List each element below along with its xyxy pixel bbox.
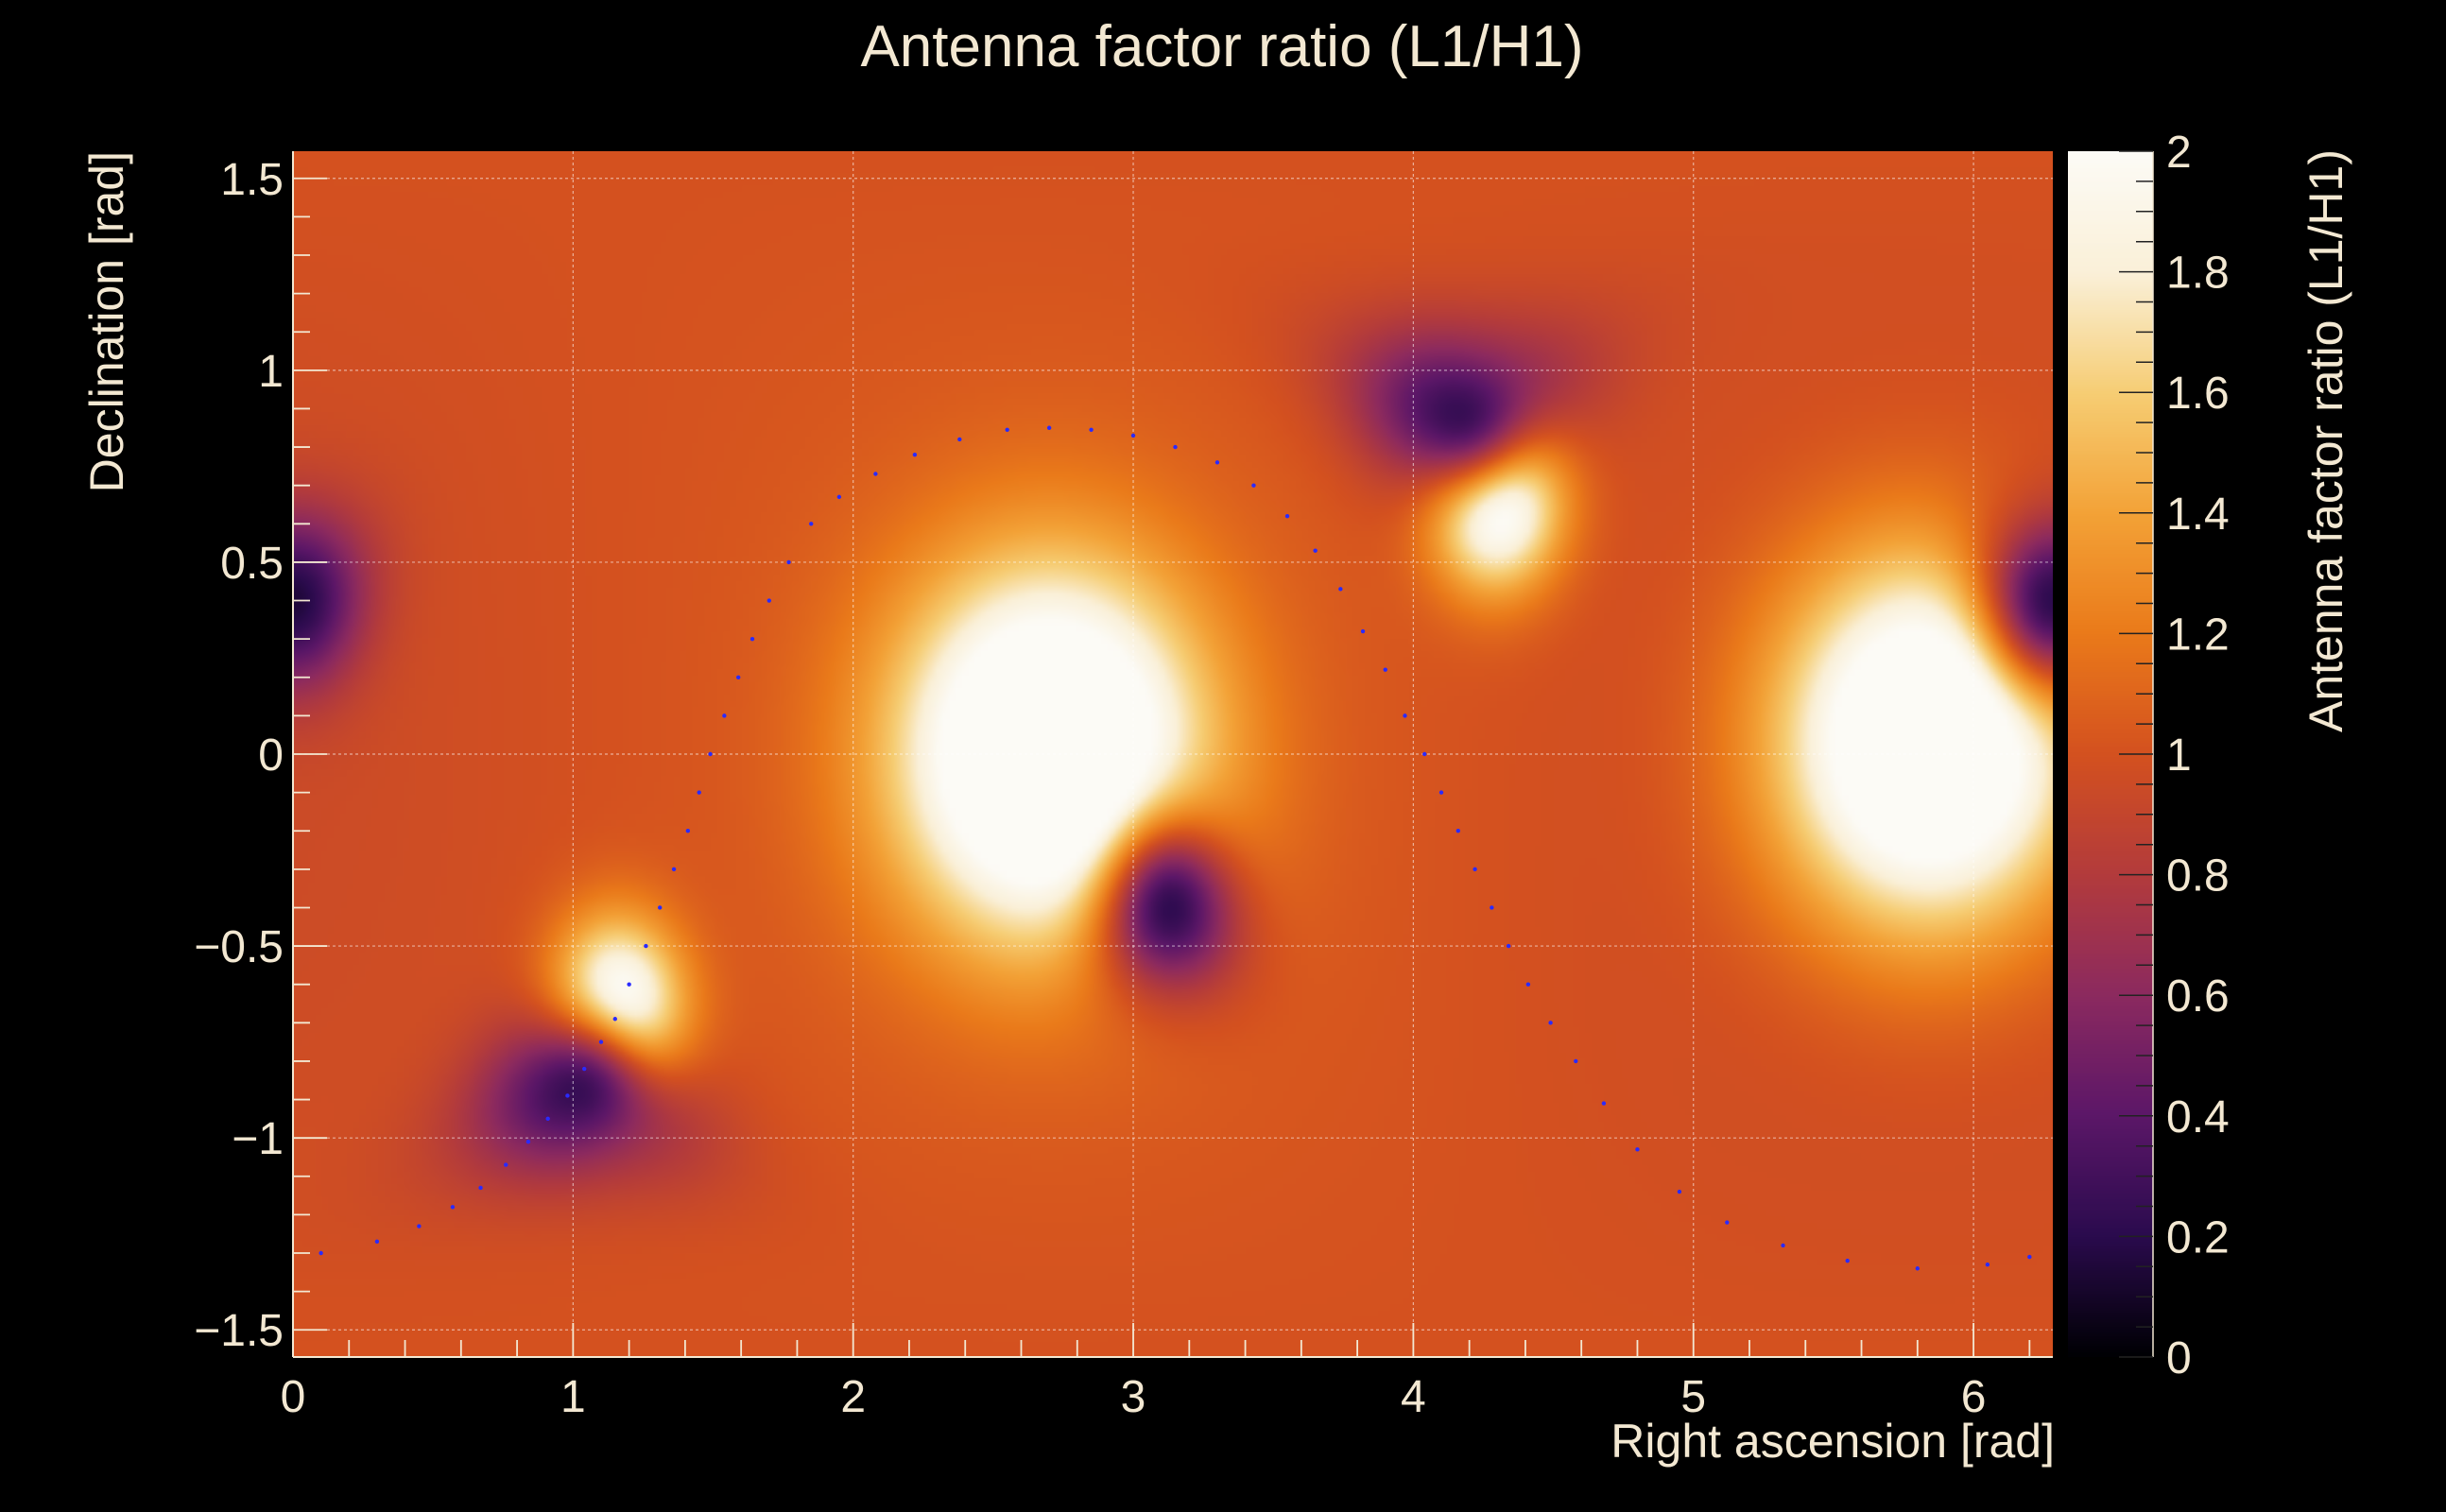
curve-point: [749, 636, 755, 642]
curve-point: [809, 522, 814, 526]
curve-point: [565, 1093, 570, 1098]
curve-point: [1915, 1266, 1921, 1271]
curve-point: [374, 1239, 380, 1245]
colorbar-tick-label: 0.4: [2166, 1092, 2230, 1143]
colorbar-tick-label: 1.4: [2166, 490, 2230, 540]
curve-point: [1313, 548, 1318, 553]
curve-point: [627, 982, 631, 987]
colorbar-tick-label: 0.6: [2166, 971, 2230, 1022]
curve-point: [478, 1185, 483, 1191]
curve-point: [708, 751, 713, 757]
x-axis-label: Right ascension [rad]: [1611, 1415, 2055, 1468]
y-tick-label: 0: [258, 730, 284, 781]
curve-point: [1046, 425, 1052, 430]
curve-point: [1677, 1189, 1682, 1194]
colorbar-tick-label: 0.8: [2166, 851, 2230, 902]
curve-point: [1635, 1147, 1640, 1152]
curve-point: [1422, 751, 1427, 757]
x-tick-label: 0: [281, 1372, 306, 1422]
curve-point: [1005, 427, 1009, 432]
curve-point: [504, 1162, 508, 1167]
color-scale: 0 0.2 0.4 0.6 0.8 1 1.2 1.4 1.6 1.8 2 Antenna fact…: [2068, 128, 2352, 1383]
curve-point: [1284, 513, 1290, 519]
curve-point: [1473, 867, 1477, 872]
curve-point: [1490, 905, 1494, 910]
curve-point: [735, 675, 741, 679]
curve-point: [1089, 427, 1094, 432]
chart-title: Antenna factor ratio (L1/H1): [860, 14, 1583, 79]
curve-point: [1251, 483, 1256, 488]
curve-point: [1338, 587, 1343, 592]
y-tick-label: −0.5: [194, 922, 284, 972]
colorbar-label: Antenna factor ratio (L1/H1): [2300, 149, 2352, 732]
x-tick-label: 6: [1961, 1372, 1987, 1422]
colorbar-tick-label: 1: [2166, 730, 2192, 781]
overlay-curve: [319, 425, 2032, 1271]
curve-point: [1456, 829, 1460, 833]
curve-point: [319, 1250, 323, 1256]
y-axis-label: Declination [rad]: [80, 151, 133, 492]
colorbar-axis: 0 0.2 0.4 0.6 0.8 1 1.2 1.4 1.6 1.8 2: [2119, 128, 2230, 1383]
curve-point: [658, 905, 663, 910]
grid-lines: [293, 151, 2053, 1357]
curve-point: [697, 790, 701, 795]
curve-point: [1383, 667, 1387, 672]
curve-point: [1525, 982, 1531, 987]
curve-point: [545, 1116, 550, 1122]
y-tick-label: 1.5: [220, 155, 284, 205]
plot-area: 0 1 2 3 4 5 6 −1.5 −1 −0.5 0 0.5 1 1.5: [194, 151, 2053, 1422]
curve-point: [1601, 1101, 1607, 1106]
curve-point: [722, 713, 727, 718]
curve-point: [1360, 628, 1366, 634]
curve-point: [767, 598, 771, 603]
y-tick-label: −1: [232, 1114, 284, 1164]
curve-point: [1725, 1220, 1730, 1225]
y-tick-label: −1.5: [194, 1306, 284, 1356]
colorbar-tick-label: 0: [2166, 1333, 2192, 1383]
curve-point: [836, 494, 842, 500]
curve-point: [1438, 790, 1444, 795]
curve-point: [685, 829, 691, 833]
x-axis: 0 1 2 3 4 5 6: [281, 1323, 2053, 1422]
curve-point: [644, 943, 648, 949]
curve-point: [1214, 460, 1220, 465]
curve-point: [1574, 1058, 1578, 1064]
curve-point: [2027, 1254, 2032, 1260]
curve-point: [873, 472, 878, 476]
curve-point: [1173, 444, 1178, 450]
x-tick-label: 3: [1121, 1372, 1146, 1422]
curve-point: [1130, 433, 1136, 438]
curve-point: [912, 452, 918, 457]
curve-point: [671, 867, 677, 872]
curve-point: [1548, 1021, 1553, 1025]
x-tick-label: 4: [1401, 1372, 1426, 1422]
curve-point: [957, 437, 962, 442]
colorbar-tick-label: 2: [2166, 128, 2192, 178]
curve-point: [1403, 713, 1407, 718]
curve-point: [598, 1040, 604, 1044]
colorbar-tick-label: 1.8: [2166, 249, 2230, 299]
curve-point: [786, 559, 791, 565]
curve-point: [417, 1224, 422, 1228]
x-tick-label: 1: [560, 1372, 586, 1422]
curve-point: [1845, 1258, 1850, 1263]
curve-point: [1985, 1262, 1990, 1267]
y-axis: −1.5 −1 −0.5 0 0.5 1 1.5: [194, 151, 327, 1357]
curve-point: [525, 1140, 531, 1144]
x-tick-label: 2: [840, 1372, 866, 1422]
curve-point: [581, 1066, 587, 1072]
colorbar-tick-label: 1.2: [2166, 610, 2230, 660]
curve-point: [612, 1017, 617, 1022]
x-tick-label: 5: [1680, 1372, 1706, 1422]
y-tick-label: 0.5: [220, 539, 284, 589]
curve-point: [450, 1205, 456, 1210]
curve-point: [1506, 943, 1511, 949]
colorbar-tick-label: 1.6: [2166, 369, 2230, 419]
curve-point: [1781, 1243, 1785, 1248]
colorbar-tick-label: 0.2: [2166, 1212, 2230, 1263]
y-tick-label: 1: [258, 347, 284, 397]
